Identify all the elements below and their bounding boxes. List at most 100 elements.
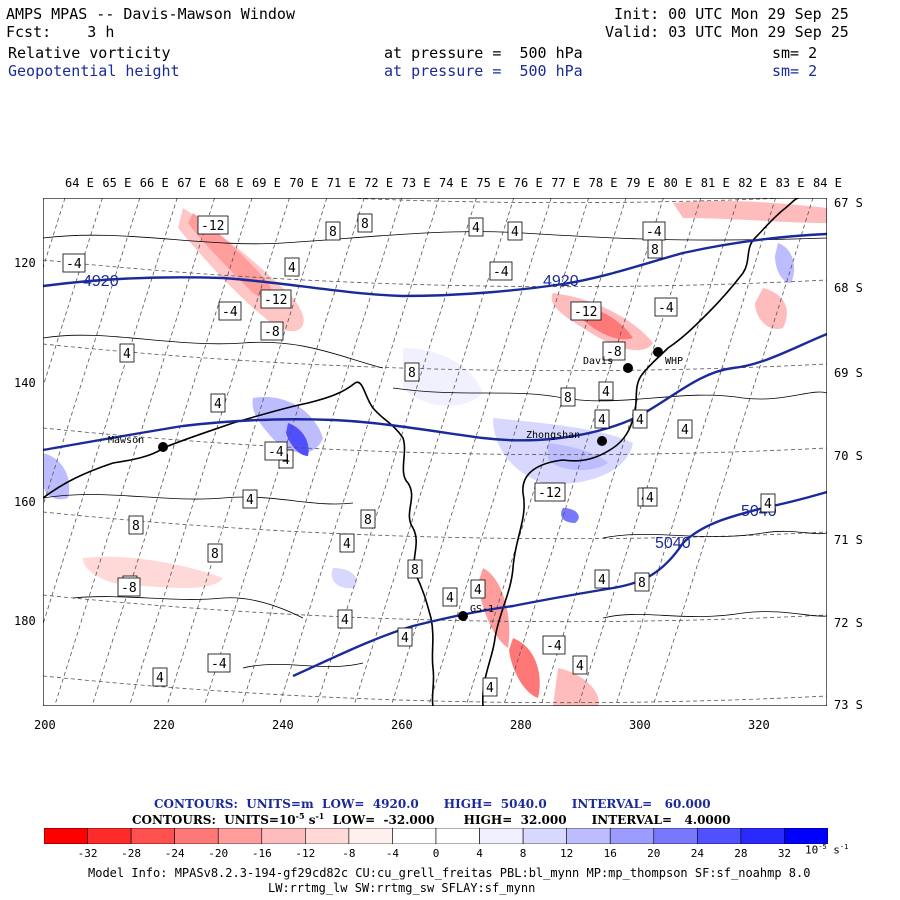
colorbar-swatch [522,828,567,844]
svg-text:-12: -12 [201,219,224,234]
vorticity-label: 8 [634,572,650,592]
svg-text:8: 8 [364,513,372,528]
colorbar-tick: -24 [164,847,185,860]
shade-neg-s2 [509,638,540,698]
init-time: Init: 00 UTC Mon 29 Sep 25 [614,5,849,23]
colorbar-tick: 4 [476,847,483,860]
shade-pos-w [43,453,70,500]
vorticity-label: -4 [264,441,288,461]
lon-label: 73 E [401,176,431,190]
parallel-line [337,198,794,204]
svg-text:4: 4 [764,497,772,512]
vorticity-contour-info-interval: INTERVAL= 4.0000 [591,813,731,827]
station-mawson[interactable]: Mawson [108,435,168,452]
vorticity-label: 4 [594,569,610,589]
meridian-line [241,198,402,706]
vorticity-contour-info-units: UNITS=10 [224,813,296,827]
colorbar-tick: 12 [560,847,574,860]
svg-text:4: 4 [474,583,482,598]
station-whp[interactable]: WHP [653,347,683,367]
vorticity-label: -12 [570,301,602,321]
lon-label: 69 E [252,176,281,190]
colorbar-swatch [174,828,219,844]
field1-level-value: 500 hPa [519,44,583,62]
lon-label: 75 E [476,176,506,190]
colorbar-unit-exp: -5 [818,843,827,851]
vorticity-label: 4 [594,409,610,429]
svg-text:-8: -8 [121,581,137,596]
svg-text:WHP: WHP [665,356,683,367]
field2-smooth: sm= 2 [772,62,818,80]
svg-text:-4: -4 [211,657,227,672]
vorticity-label: 4 [152,667,168,687]
lon-label: 71 E [326,176,356,190]
vorticity-label: -4 [62,253,86,273]
svg-text:-8: -8 [264,325,280,340]
vorticity-label: 4 [284,257,300,277]
meridian-line [129,198,290,706]
svg-text:8: 8 [361,217,369,232]
field2-name: Geopotential height [8,62,180,80]
coastline-east [482,198,800,706]
meridian-line [390,198,552,706]
height-contour-info-high: HIGH= 5040.0 [443,797,547,811]
height-contour-info-label: CONTOURS: [154,797,238,811]
colorbar-unit-suffix: s [826,843,840,857]
svg-text:Zhongshan: Zhongshan [526,430,580,441]
height-label: 5040 [655,535,691,552]
vorticity-label: 8 [128,515,144,535]
svg-text:8: 8 [638,576,646,591]
vorticity-label: 4 [119,343,135,363]
station-zhongshan[interactable]: Zhongshan [526,430,607,446]
height-contour-5040-b [292,490,827,678]
svg-text:-4: -4 [222,305,238,320]
lon-label: 67 E [177,176,207,190]
vorticity-label: -12 [197,215,229,235]
meridian-line [54,198,215,706]
lon-label: 68 E [214,176,244,190]
colorbar-swatch [653,828,698,844]
lon-label: 80 E [663,176,693,190]
vorticity-label: -8 [117,577,141,597]
valid-time: Valid: 03 UTC Mon 29 Sep 25 [605,23,849,41]
vorticity-label: 4 [572,655,588,675]
vorticity-label: 8 [407,559,423,579]
vorticity-contour-info-low: LOW= -32.000 [332,813,435,827]
svg-text:4: 4 [123,347,131,362]
svg-text:8: 8 [651,243,659,258]
svg-text:4: 4 [598,413,606,428]
colorbar-swatch [305,828,350,844]
lon-label: 74 E [439,176,468,190]
vorticity-label: -4 [207,653,231,673]
vorticity-label: 4 [397,627,413,647]
vorticity-label: -8 [602,341,626,361]
svg-text:4: 4 [156,671,164,686]
svg-text:4: 4 [246,493,254,508]
svg-text:4: 4 [646,491,654,506]
height-contours[interactable] [43,232,827,678]
plot-title: AMPS MPAS -- Davis-Mawson Window [6,5,295,23]
y-grid-label: 180 [14,614,36,628]
height-label: 4920 [83,273,119,290]
forecast-label: Fcst: [6,23,52,41]
svg-text:8: 8 [411,563,419,578]
y-grid-label: 140 [14,376,36,390]
x-grid-label: 260 [391,718,413,732]
meridian-line [428,198,589,706]
colorbar-swatch [392,828,437,844]
lon-label: 72 E [364,176,394,190]
lon-label: 66 E [139,176,169,190]
svg-text:8: 8 [211,547,219,562]
svg-text:Davis: Davis [583,356,613,367]
meridian-line [615,198,776,706]
svg-text:-4: -4 [546,639,562,654]
svg-text:Mawson: Mawson [108,435,144,446]
station-davis[interactable]: Davis [583,356,633,373]
meridian-line [43,198,178,626]
svg-text:8: 8 [329,225,337,240]
svg-text:4: 4 [486,681,494,696]
vorticity-contour-info-units-exp: -5 [295,811,305,821]
station-gs1[interactable]: GS-1 [458,604,494,621]
svg-text:4: 4 [341,613,349,628]
